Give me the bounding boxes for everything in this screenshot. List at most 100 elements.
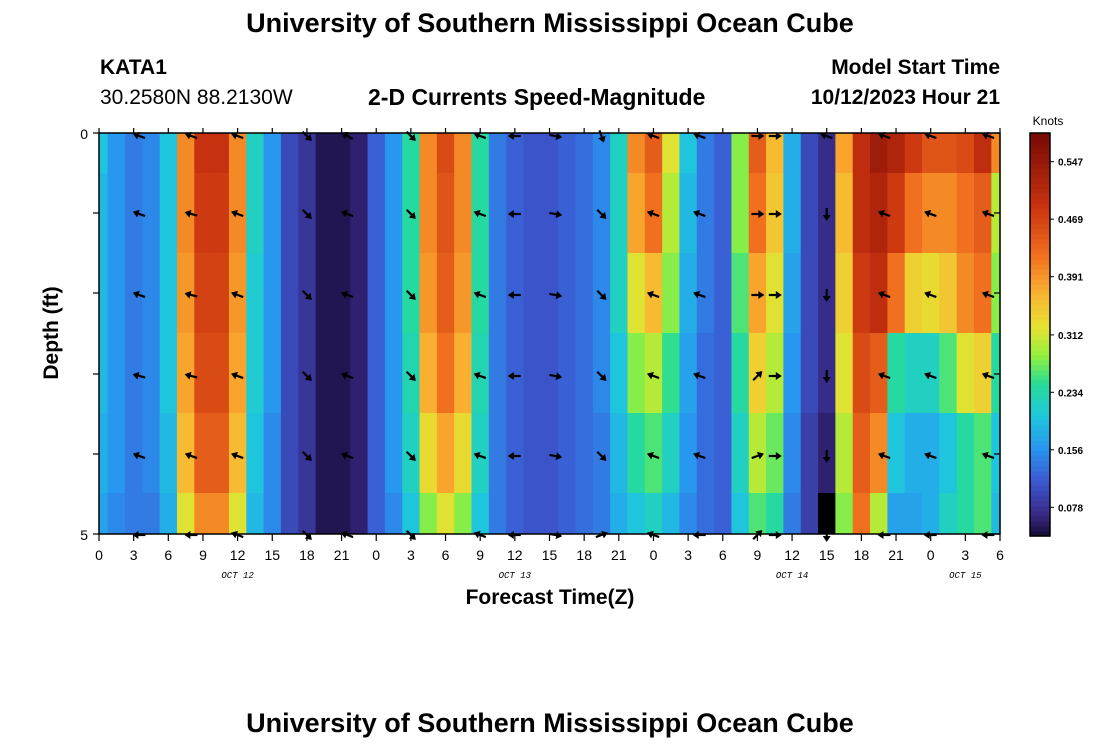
heatmap-cell xyxy=(835,133,854,173)
heatmap-cell xyxy=(731,493,750,534)
heatmap-cell xyxy=(818,493,836,534)
heatmap-cell xyxy=(263,493,282,534)
x-tick-label: 6 xyxy=(996,547,1004,563)
heatmap-cell xyxy=(558,253,577,333)
heatmap-cell xyxy=(107,133,126,173)
heatmap-cell xyxy=(939,133,958,173)
heatmap-cell xyxy=(211,413,230,493)
heatmap-cell xyxy=(228,333,247,413)
current-vector-arrow xyxy=(693,290,706,299)
heatmap-cell xyxy=(142,253,161,333)
heatmap-cell xyxy=(315,253,334,333)
heatmap-cell xyxy=(800,333,819,413)
heatmap-cell xyxy=(835,253,854,333)
heatmap-cell xyxy=(922,133,940,173)
heatmap-cell xyxy=(367,413,386,493)
heatmap-cell xyxy=(991,493,1001,534)
heatmap-cell xyxy=(991,413,1001,493)
heatmap-cell xyxy=(852,413,871,493)
heatmap-cell xyxy=(350,333,369,413)
heatmap-cell xyxy=(436,253,455,333)
colorbar-segment xyxy=(1030,525,1050,532)
heatmap-cell xyxy=(991,333,1001,413)
heatmap-cell xyxy=(679,173,698,253)
current-vector-arrow xyxy=(768,291,782,299)
current-vector-arrow xyxy=(924,451,937,460)
heatmap-cell xyxy=(904,133,923,173)
colorbar-segment xyxy=(1030,314,1050,320)
heatmap-cell xyxy=(315,333,334,413)
current-vector-arrow xyxy=(184,531,198,539)
colorbar-segment xyxy=(1030,163,1050,169)
current-vector-arrow xyxy=(507,452,521,460)
heatmap-cell xyxy=(436,333,455,413)
current-vector-arrow xyxy=(340,371,354,380)
current-vector-arrow xyxy=(405,370,416,381)
heatmap-cell xyxy=(679,133,698,173)
current-vector-arrow xyxy=(184,209,198,218)
current-vector-arrow xyxy=(693,131,706,140)
colorbar-segment xyxy=(1030,299,1050,305)
heatmap-cell xyxy=(662,253,681,333)
heatmap-cell xyxy=(852,333,871,413)
heatmap-cell xyxy=(332,413,351,493)
heatmap-cell xyxy=(298,253,317,333)
colorbar-segment xyxy=(1030,389,1050,396)
heatmap-cell xyxy=(384,133,403,173)
colorbar-segment xyxy=(1030,349,1050,356)
heatmap-cell xyxy=(194,333,213,413)
heatmap-cell xyxy=(696,493,715,534)
colorbar-segment xyxy=(1030,173,1050,179)
heatmap-cell xyxy=(766,333,785,413)
heatmap-cell xyxy=(280,333,299,413)
heatmap-cell xyxy=(523,253,542,333)
heatmap-cell xyxy=(506,493,525,534)
heatmap-cell xyxy=(280,413,299,493)
colorbar-segment xyxy=(1030,334,1050,341)
heatmap-cell xyxy=(731,253,750,333)
current-vector-arrow xyxy=(752,371,763,382)
heatmap-cell xyxy=(124,133,143,173)
colorbar-tick-label: 0.078 xyxy=(1058,503,1083,514)
heatmap-cell xyxy=(540,413,559,493)
current-vector-arrow xyxy=(340,290,354,299)
heatmap-cell xyxy=(332,333,351,413)
heatmap-cell xyxy=(662,493,681,534)
heatmap-cell xyxy=(800,253,819,333)
colorbar-tick-label: 0.469 xyxy=(1058,215,1083,226)
current-vector-arrow xyxy=(693,209,706,218)
heatmap-cell xyxy=(211,133,230,173)
heatmap-cell xyxy=(159,133,178,173)
heatmap-cell xyxy=(835,493,854,534)
x-tick-label: 18 xyxy=(299,547,315,563)
heatmap-cell xyxy=(991,133,1001,173)
current-vector-arrow xyxy=(923,531,937,539)
current-vector-arrow xyxy=(877,290,891,299)
heatmap-cell xyxy=(558,173,577,253)
heatmap-cell xyxy=(384,333,403,413)
heatmap-cell xyxy=(211,173,230,253)
heatmap-cell xyxy=(384,493,403,534)
colorbar-segment xyxy=(1030,168,1050,174)
current-vector-arrow xyxy=(549,452,563,461)
current-vector-arrow xyxy=(231,290,244,299)
heatmap-cell xyxy=(731,413,750,493)
heatmap-cell xyxy=(176,413,195,493)
heatmap-cell xyxy=(575,133,594,173)
heatmap-cell xyxy=(246,173,265,253)
heatmap-cell xyxy=(246,493,265,534)
current-vector-arrow xyxy=(596,289,607,300)
heatmap-cell xyxy=(766,413,785,493)
heatmap-cell xyxy=(419,253,438,333)
current-vector-arrow xyxy=(473,371,487,380)
x-tick-label: 15 xyxy=(819,547,835,563)
heatmap-cell xyxy=(211,493,230,534)
current-vector-arrow xyxy=(549,210,563,219)
colorbar-segment xyxy=(1030,243,1050,250)
colorbar-segment xyxy=(1030,213,1050,220)
heatmap-cell xyxy=(506,253,525,333)
heatmap-cell xyxy=(488,173,507,253)
heatmap-cell xyxy=(419,493,438,534)
heatmap-cell xyxy=(280,133,299,173)
colorbar-segment xyxy=(1030,279,1050,285)
